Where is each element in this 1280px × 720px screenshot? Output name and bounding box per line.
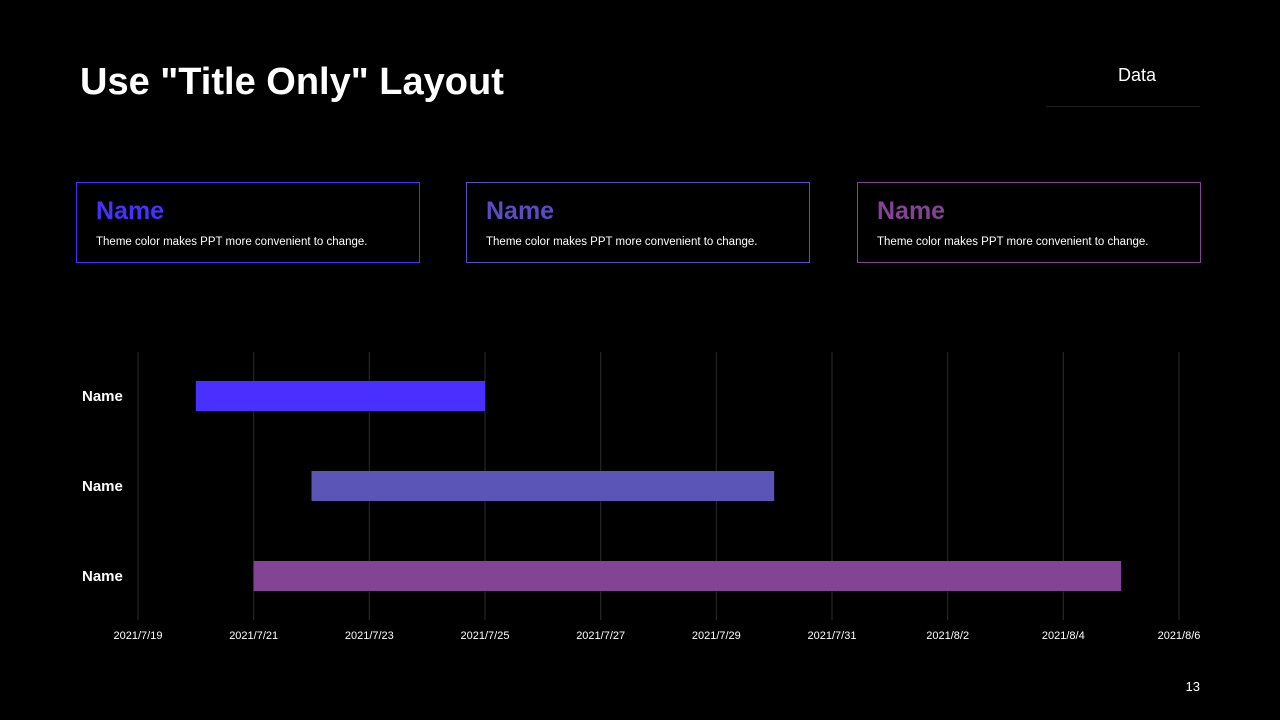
x-tick-label: 2021/7/29: [692, 630, 741, 642]
x-tick-label: 2021/8/6: [1158, 630, 1201, 642]
task-label: Name: [82, 388, 123, 405]
info-card-1: Name Theme color makes PPT more convenie…: [76, 182, 420, 263]
card-name: Name: [96, 197, 165, 225]
page-number: 13: [1185, 679, 1200, 694]
info-card-2: Name Theme color makes PPT more convenie…: [466, 182, 810, 263]
task-label: Name: [82, 478, 123, 495]
card-description: Theme color makes PPT more convenient to…: [486, 236, 758, 248]
card-name: Name: [877, 197, 946, 225]
gantt-bar: [253, 561, 1122, 591]
info-card-3: Name Theme color makes PPT more convenie…: [857, 182, 1201, 263]
x-tick-label: 2021/7/27: [576, 630, 625, 642]
x-tick-label: 2021/8/4: [1042, 630, 1085, 642]
card-description: Theme color makes PPT more convenient to…: [96, 236, 368, 248]
x-tick-label: 2021/8/2: [926, 630, 969, 642]
x-tick-label: 2021/7/25: [461, 630, 510, 642]
card-description: Theme color makes PPT more convenient to…: [877, 236, 1149, 248]
x-tick-label: 2021/7/19: [114, 630, 163, 642]
x-tick-label: 2021/7/21: [229, 630, 278, 642]
gantt-bar: [195, 381, 486, 411]
gantt-bar: [311, 471, 775, 501]
task-label: Name: [82, 568, 123, 585]
card-name: Name: [486, 197, 555, 225]
x-tick-label: 2021/7/31: [808, 630, 857, 642]
x-tick-label: 2021/7/23: [345, 630, 394, 642]
section-tag: Data: [1046, 64, 1200, 107]
slide-title: Use "Title Only" Layout: [80, 61, 504, 103]
section-label: Data: [1117, 65, 1157, 85]
